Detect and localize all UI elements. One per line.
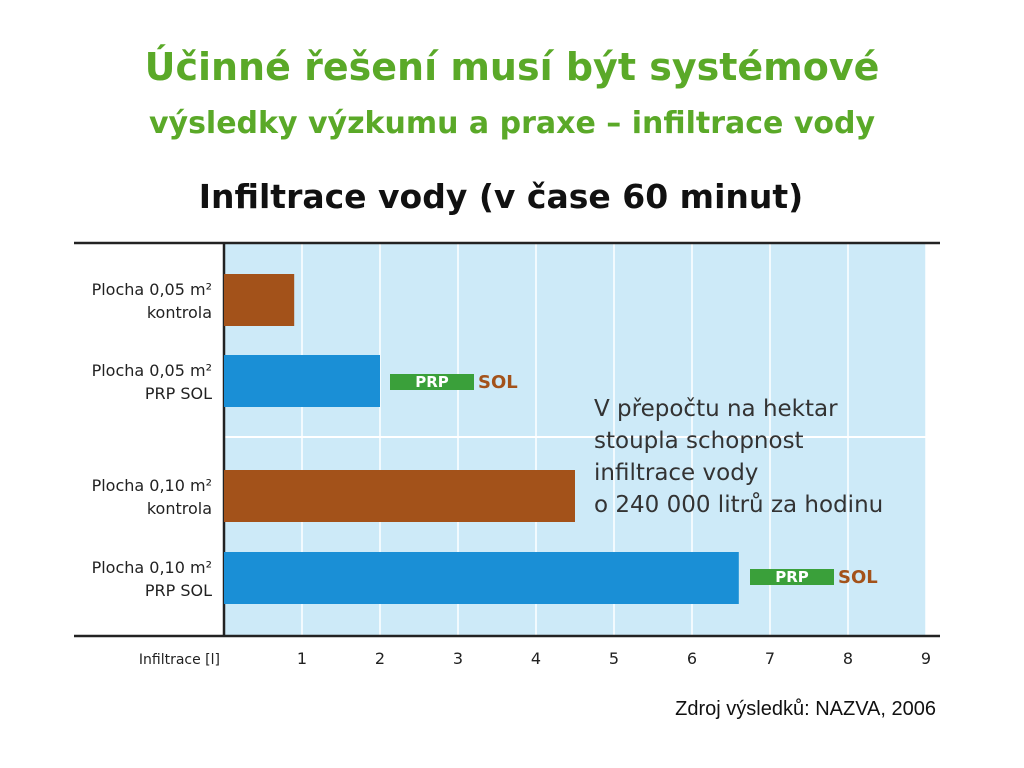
chart-title: Infiltrace vody (v čase 60 minut) xyxy=(199,177,803,216)
category-label-line1: Plocha 0,10 m² xyxy=(92,558,212,577)
x-axis-label: Infiltrace [l] xyxy=(139,652,220,668)
slide-title: Účinné řešení musí být systémové xyxy=(144,45,880,89)
logo-text-prp: PRP xyxy=(775,568,809,586)
x-tick-label: 3 xyxy=(453,649,463,668)
x-tick-label: 4 xyxy=(531,649,541,668)
category-label-line2: PRP SOL xyxy=(145,384,212,403)
x-tick-label: 8 xyxy=(843,649,853,668)
x-tick-label: 6 xyxy=(687,649,697,668)
category-label-line2: kontrola xyxy=(147,303,212,322)
category-label-line1: Plocha 0,05 m² xyxy=(92,280,212,299)
category-label-line1: Plocha 0,05 m² xyxy=(92,361,212,380)
bar xyxy=(224,274,295,326)
annotation-line: V přepočtu na hektar xyxy=(594,396,838,422)
annotation-line: o 240 000 litrů za hodinu xyxy=(594,491,883,518)
annotation-line: stoupla schopnost xyxy=(594,428,804,454)
x-tick-label: 9 xyxy=(921,649,931,668)
x-tick-label: 2 xyxy=(375,649,385,668)
source-note: Zdroj výsledků: NAZVA, 2006 xyxy=(675,698,936,720)
logo-text-sol: SOL xyxy=(838,567,878,588)
annotation-line: infiltrace vody xyxy=(594,460,758,486)
category-label-line2: PRP SOL xyxy=(145,581,212,600)
bar xyxy=(224,355,380,407)
x-tick-label: 5 xyxy=(609,649,619,668)
bar xyxy=(224,470,575,522)
category-label-line2: kontrola xyxy=(147,499,212,518)
slide-subtitle: výsledky výzkumu a praxe – infiltrace vo… xyxy=(148,106,876,141)
bar xyxy=(224,552,739,604)
x-tick-label: 1 xyxy=(297,649,307,668)
category-label-line1: Plocha 0,10 m² xyxy=(92,476,212,495)
logo-text-sol: SOL xyxy=(478,372,518,393)
logo-text-prp: PRP xyxy=(415,373,449,391)
x-tick-label: 7 xyxy=(765,649,775,668)
logo-badge xyxy=(390,374,474,390)
logo-badge xyxy=(750,569,834,585)
